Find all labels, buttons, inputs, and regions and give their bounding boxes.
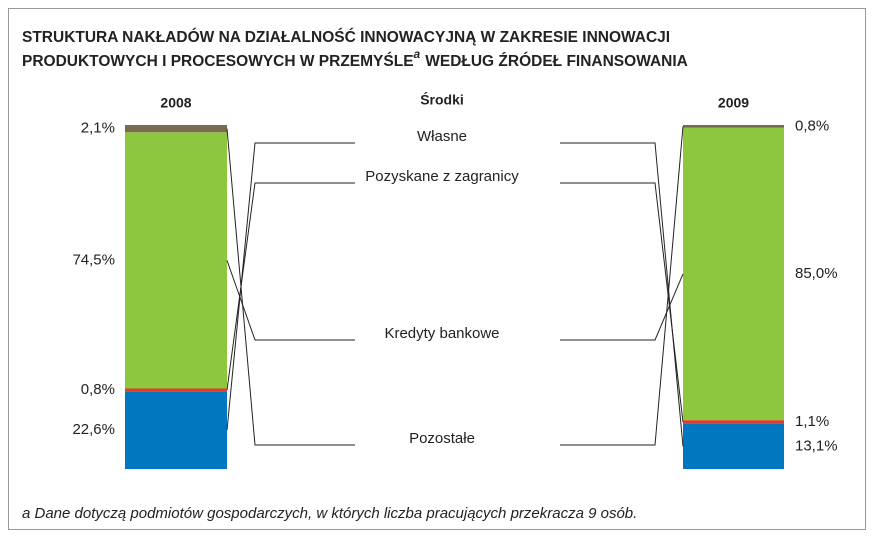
connector <box>226 128 355 446</box>
connector <box>560 273 684 341</box>
legend-title: Środki <box>420 91 464 108</box>
legend-label: Pozyskane z zagranicy <box>365 168 519 185</box>
bar-segment <box>125 388 227 392</box>
x-tick-label: 2009 <box>718 95 749 111</box>
legend-label: Kredyty bankowe <box>384 325 499 342</box>
value-label: 22,6% <box>72 421 115 438</box>
connector <box>560 126 684 446</box>
value-label: 0,8% <box>795 117 829 134</box>
connector <box>560 182 684 423</box>
connector <box>226 260 355 341</box>
bar-segment <box>683 420 784 424</box>
bar-segment <box>683 423 784 469</box>
title-note-marker: a <box>414 47 421 61</box>
bar-segment <box>683 127 784 421</box>
value-label: 1,1% <box>795 413 829 430</box>
value-label: 2,1% <box>81 120 115 137</box>
chart-title-part: PRODUKTOWYCH I PROCESOWYCH W PRZEMYŚLE <box>22 52 414 70</box>
footnote: a Dane dotyczą podmiotów gospodarczych, … <box>22 505 637 522</box>
legend-label: Pozostałe <box>409 430 475 447</box>
x-tick-label: 2008 <box>160 95 191 111</box>
bar-segment <box>683 125 784 128</box>
bar-segment <box>125 391 227 469</box>
chart-title: PRODUKTOWYCH I PROCESOWYCH W PRZEMYŚLEa W… <box>22 47 688 70</box>
value-label: 85,0% <box>795 265 838 282</box>
frame <box>8 8 866 530</box>
value-label: 74,5% <box>72 251 115 268</box>
value-label: 13,1% <box>795 437 838 454</box>
bar-segment <box>125 132 227 389</box>
value-label: 0,8% <box>81 381 115 398</box>
connector <box>226 142 355 431</box>
chart-title-part: WEDŁUG ŹRÓDEŁ FINANSOWANIA <box>425 52 688 70</box>
connector <box>560 142 684 447</box>
chart-title: STRUKTURA NAKŁADÓW NA DZIAŁALNOŚĆ INNOWA… <box>22 28 670 46</box>
legend-label: Własne <box>417 128 467 145</box>
bar-segment <box>125 125 227 133</box>
connector <box>226 182 355 390</box>
